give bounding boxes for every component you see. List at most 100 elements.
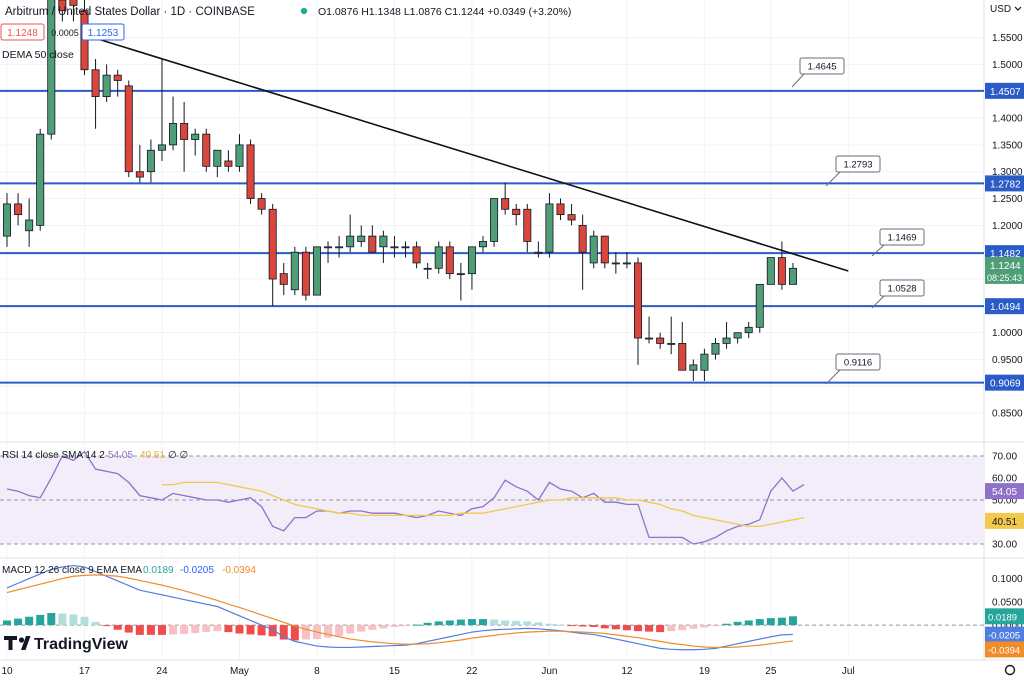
- macd-label[interactable]: MACD 12 26 close 9 EMA EMA: [2, 565, 142, 576]
- callout-label: 1.1469: [887, 233, 916, 244]
- time-tick-label: 22: [466, 666, 478, 677]
- candle-body: [578, 224, 587, 253]
- candle-body: [379, 235, 388, 248]
- chart-header: Arbitrum / United States Dollar · 1D · C…: [0, 4, 1022, 61]
- macd-histogram-bar: [324, 625, 333, 638]
- tradingview-logo-icon: [4, 636, 17, 650]
- price-axis[interactable]: 1.55001.50001.45001.40001.35001.30001.25…: [985, 33, 1024, 676]
- candle-body: [467, 246, 476, 275]
- candle-body: [733, 332, 742, 339]
- macd-histogram-bar: [36, 614, 45, 626]
- buy-button[interactable]: [81, 23, 125, 41]
- time-tick-label: May: [230, 666, 249, 677]
- macd-histogram-bar: [25, 616, 34, 626]
- candle-body: [645, 337, 654, 340]
- candle-body: [301, 251, 310, 296]
- macd-histogram-bar: [755, 619, 764, 626]
- macd-histogram-bar: [390, 625, 399, 627]
- macd-histogram-bar: [335, 625, 344, 636]
- callout-box: [835, 353, 881, 371]
- tradingview-watermark: TradingView: [4, 636, 129, 653]
- candle-body: [135, 171, 144, 178]
- candle-body: [36, 133, 45, 226]
- macd-histogram-bar: [567, 625, 576, 627]
- macd-histogram-bar: [213, 625, 222, 632]
- candle-body: [69, 0, 78, 6]
- macd-hist-legend: 0.0189: [143, 565, 174, 576]
- candle-body: [390, 246, 399, 249]
- candle-body: [512, 208, 521, 216]
- macd-histogram-bar: [412, 624, 421, 626]
- callout-label: 1.2793: [843, 160, 872, 171]
- candle-body: [456, 273, 465, 276]
- candle-body: [368, 235, 377, 253]
- ohlc-readout: O1.0876 H1.1348 L1.0876 C1.1244 +0.0349 …: [318, 6, 571, 18]
- level-axis-tag: [985, 82, 1024, 99]
- candle-body: [191, 133, 200, 140]
- level-axis-label: 1.2782: [990, 179, 1021, 190]
- candle-body: [501, 198, 510, 210]
- callout-label: 0.9116: [844, 358, 872, 369]
- level-axis-label: 0.9069: [990, 379, 1021, 390]
- candle-body: [589, 235, 598, 264]
- gear-icon[interactable]: [1004, 664, 1016, 676]
- candle-body: [534, 251, 543, 254]
- candle-body: [766, 257, 775, 285]
- macd-histogram-bar: [788, 616, 797, 626]
- bid-price: 1.1248: [7, 28, 38, 39]
- indicator-legend[interactable]: DEMA 50 close: [2, 49, 74, 61]
- candle-body: [545, 203, 554, 253]
- macd-tick-label: 0.0500: [992, 597, 1023, 608]
- trendline[interactable]: [84, 34, 849, 272]
- rsi-pane: [6, 450, 805, 545]
- macd-histogram-bar: [722, 623, 731, 626]
- time-tick-label: 24: [156, 666, 168, 677]
- macd-histogram-bar: [290, 625, 299, 641]
- candle-body: [58, 0, 67, 12]
- rsi-ma-line: [161, 481, 805, 528]
- macd-value-label: -0.0394: [988, 645, 1020, 656]
- candle-body: [91, 69, 100, 97]
- price-tick-label: 1.2000: [992, 221, 1023, 232]
- horizontal-levels[interactable]: [0, 89, 984, 384]
- symbol-title[interactable]: Arbitrum / United States Dollar · 1D · C…: [5, 6, 255, 18]
- time-tick-label: 25: [765, 666, 777, 677]
- macd-histogram-bar: [102, 625, 111, 627]
- candle-body: [180, 123, 189, 140]
- rsi-label[interactable]: RSI 14 close SMA 14 2: [2, 450, 105, 461]
- macd-histogram-bar: [3, 620, 11, 626]
- ask-price: 1.1253: [88, 28, 119, 39]
- macd-histogram-bar: [124, 625, 133, 633]
- currency-label[interactable]: USD: [990, 4, 1011, 15]
- time-tick-label: Jul: [842, 666, 855, 677]
- macd-line: [6, 564, 793, 651]
- time-tick-label: 15: [389, 666, 401, 677]
- candle-body: [667, 343, 676, 345]
- time-axis[interactable]: 10 17 24 May 8 15 22 Jun 12 19 25 Jul: [1, 666, 854, 677]
- macd-histogram-bar: [777, 617, 786, 626]
- candle-body: [202, 133, 211, 167]
- price-callouts[interactable]: 1.4645 1.2793 1.1469 1.0528 0.9116: [791, 57, 925, 385]
- sell-button[interactable]: [0, 23, 45, 41]
- rsi-tick-label: 70.00: [992, 452, 1017, 463]
- rsi-ma-label: 40.51: [992, 517, 1017, 528]
- candle-body: [47, 0, 56, 135]
- candle-body: [788, 267, 797, 285]
- callout-box: [799, 57, 845, 75]
- rsi-legend: RSI 14 close SMA 14 2 54.05 40.51 ∅ ∅: [2, 450, 188, 461]
- macd-histogram-bar: [645, 625, 654, 632]
- price-tick-label: 1.3000: [992, 167, 1023, 178]
- candle-body: [689, 364, 698, 371]
- candle-body: [235, 144, 244, 167]
- chevron-down-icon[interactable]: [1014, 6, 1022, 11]
- macd-histogram-bar: [368, 625, 377, 630]
- macd-histogram-bar: [191, 625, 200, 634]
- macd-histogram-bar: [69, 614, 78, 626]
- candle-body: [412, 246, 421, 264]
- candle-body: [711, 343, 720, 355]
- macd-histogram-bar: [589, 625, 598, 627]
- level-axis-label: 1.1482: [990, 249, 1021, 260]
- candle-body: [600, 235, 609, 264]
